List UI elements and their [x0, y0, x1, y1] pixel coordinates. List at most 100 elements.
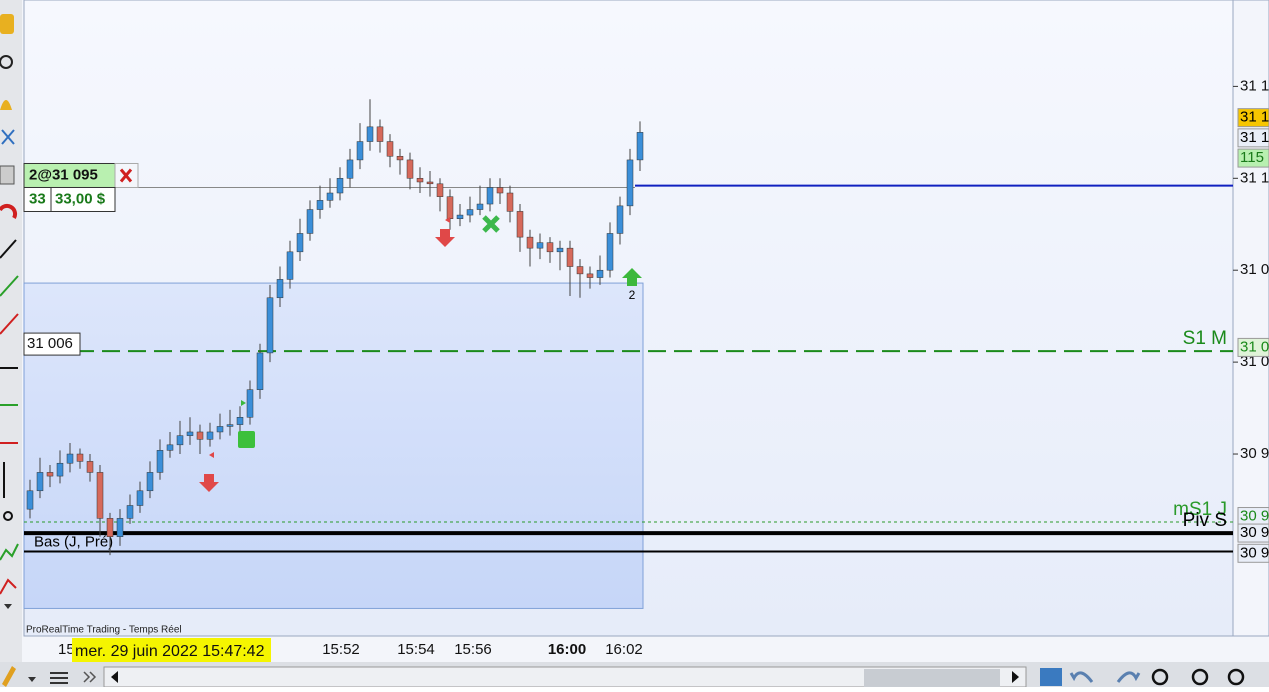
btn-zoom-in[interactable] [1227, 668, 1245, 686]
tool-lock[interactable] [0, 14, 14, 34]
tool-zoom[interactable] [0, 55, 13, 69]
candle-body [76, 453, 84, 462]
price-badge-label: 30 9 [1240, 507, 1269, 524]
level-price-box [23, 332, 81, 356]
tool-ruler[interactable] [0, 165, 15, 185]
watermark: ProRealTime Trading - Temps Réel [26, 625, 182, 636]
candle-body [576, 266, 584, 275]
small-marker [445, 217, 450, 223]
order-pnl: 33,00 $ [55, 190, 106, 207]
candle-body [496, 187, 504, 194]
btn-undo[interactable] [1069, 671, 1094, 683]
buy-arrow [622, 268, 642, 286]
level-label: S1 M [1183, 328, 1227, 349]
level-label: mS1 J [1173, 499, 1227, 520]
candle-body [216, 426, 224, 433]
entry-square [238, 431, 255, 448]
candle-body [416, 178, 424, 183]
btn-calendar[interactable] [1040, 668, 1062, 686]
level-label: Bas (J, Pré) [34, 533, 113, 550]
candle-body [226, 424, 234, 427]
candle-body [206, 431, 214, 440]
candle-body [336, 178, 344, 194]
cursor-time: mer. 29 juin 2022 15:47:42 [75, 643, 265, 660]
candle-body [446, 196, 454, 219]
candle-body [306, 209, 314, 234]
y-tick-label: 31 0 [1240, 261, 1269, 278]
tool-line-red[interactable] [0, 313, 19, 335]
x-tick-label: 15:54 [397, 641, 435, 658]
candle-body [106, 518, 114, 537]
btn-pencil[interactable] [2, 666, 16, 687]
x-tick-label: 16:02 [605, 641, 643, 658]
scroll-right[interactable] [1012, 671, 1019, 683]
candle-body [46, 472, 54, 477]
tool-point[interactable] [3, 511, 13, 521]
candle-body [236, 417, 244, 425]
price-badge-label: 31 1 [1240, 109, 1269, 126]
candle-body [456, 214, 464, 219]
candle-body [526, 236, 534, 249]
candle-body [556, 247, 564, 253]
order-qty: 33 [29, 190, 46, 207]
tool-trend[interactable] [0, 543, 19, 561]
tool-more[interactable] [4, 604, 12, 609]
candle-body [346, 159, 354, 179]
small-marker [241, 400, 246, 406]
candle-body [296, 233, 304, 253]
candle-body [396, 155, 404, 161]
order-qty-box [23, 186, 52, 212]
scroll-left[interactable] [111, 671, 118, 683]
price-badge [1237, 337, 1269, 357]
candle-body [136, 490, 144, 506]
tool-magnet[interactable] [0, 203, 18, 219]
btn-menu-arrow[interactable] [28, 677, 36, 682]
candle-body [166, 444, 174, 451]
sell-arrow [435, 229, 455, 247]
x-tick-label: 15 [58, 641, 75, 658]
candle-body [626, 159, 634, 207]
tool-line-green[interactable] [0, 275, 19, 297]
price-badge-label: 31 1 [1240, 129, 1269, 146]
btn-zoom-out[interactable] [1191, 668, 1209, 686]
exit-cross [482, 215, 500, 233]
price-badge [1237, 543, 1269, 563]
candle-body [276, 279, 284, 299]
btn-menu[interactable] [50, 672, 68, 684]
x-tick-label: 15:56 [454, 641, 492, 658]
candle-body [636, 132, 644, 161]
bottom-bar [0, 662, 1269, 688]
candle-body [466, 209, 474, 216]
zone [23, 282, 644, 609]
signal-count: 2 [629, 288, 636, 302]
candle-body [116, 518, 124, 537]
candle-body [196, 431, 204, 440]
order-pnl-box [50, 186, 116, 212]
btn-zoom-fit[interactable] [1151, 668, 1169, 686]
tool-alert[interactable] [0, 100, 12, 110]
toolbar [0, 0, 22, 662]
candle-body [286, 251, 294, 280]
price-badge [1237, 523, 1269, 543]
candle-body [546, 242, 554, 253]
candle-body [326, 192, 334, 201]
candle-body [26, 490, 34, 510]
y-tick-label: 31 1 [1240, 169, 1269, 186]
candle-body [246, 389, 254, 418]
small-marker [209, 452, 214, 458]
signals: 2 [199, 215, 642, 492]
price-badge [1237, 148, 1269, 168]
btn-expand[interactable] [83, 671, 97, 683]
tool-cross[interactable] [1, 129, 15, 145]
candle-body [386, 141, 394, 157]
tool-trend-red[interactable] [0, 578, 17, 595]
scroll-thumb[interactable] [864, 669, 1000, 687]
candle-body [266, 297, 274, 354]
tool-line[interactable] [0, 239, 17, 259]
candle-body [476, 203, 484, 210]
btn-redo[interactable] [1116, 671, 1141, 683]
candle-body [56, 462, 64, 477]
level-price-label: 31 006 [27, 335, 73, 352]
sell-arrow [199, 474, 219, 492]
